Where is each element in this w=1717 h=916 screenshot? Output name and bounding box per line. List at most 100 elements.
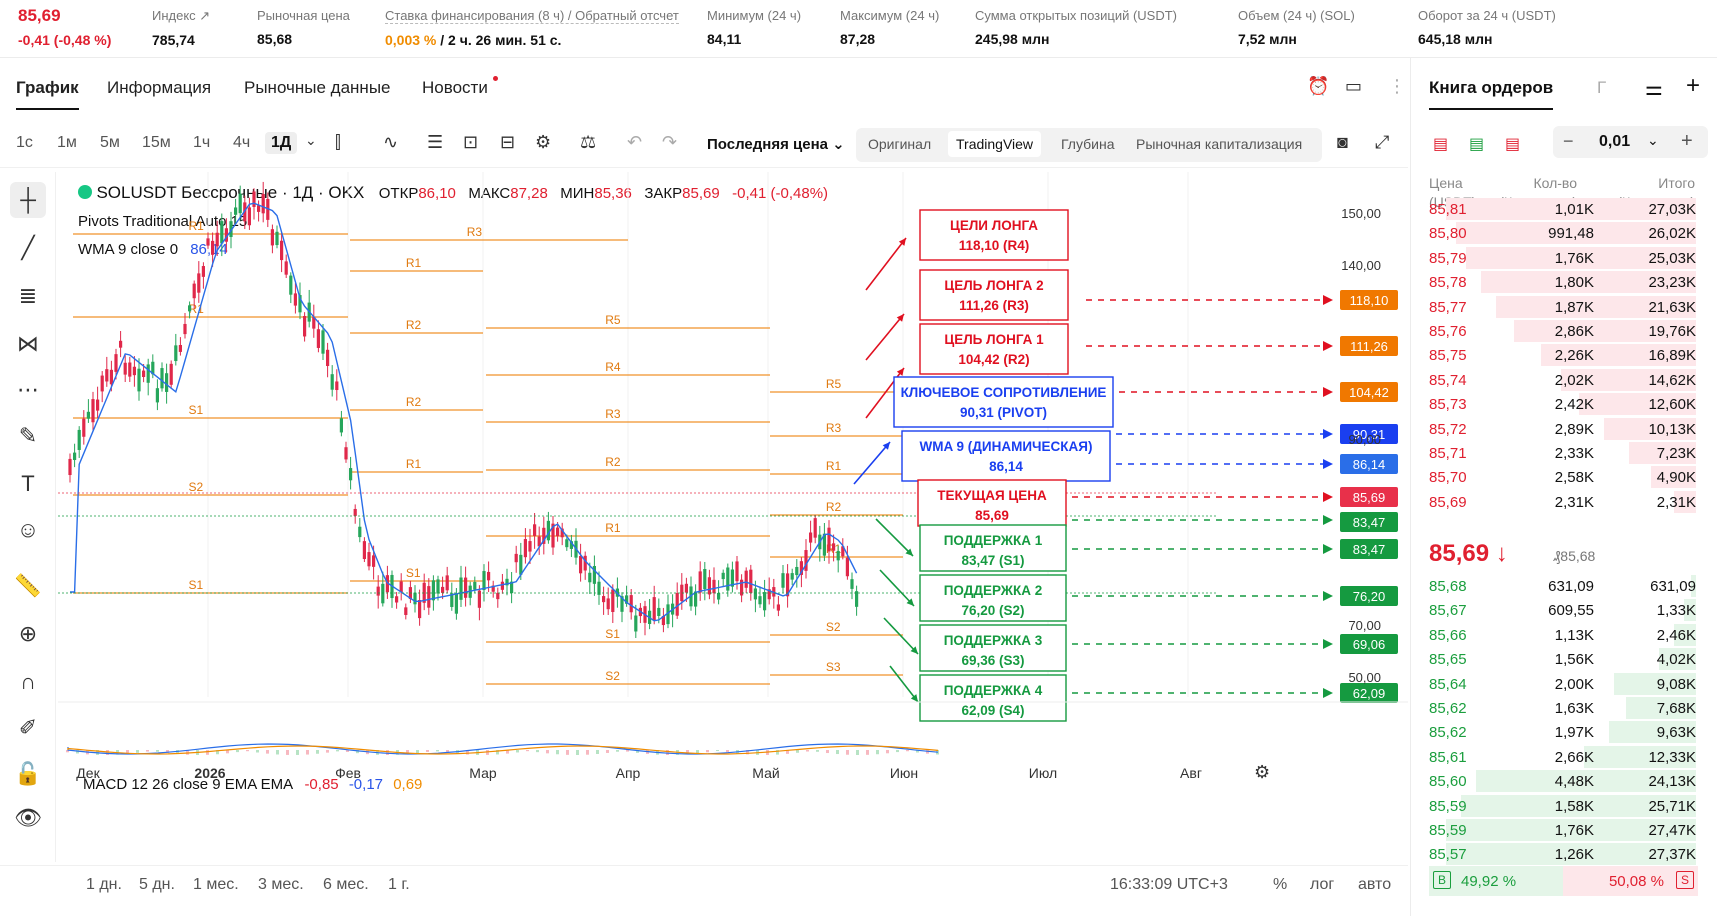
range-5d[interactable]: 5 дн. <box>139 876 175 893</box>
magnet-icon[interactable]: ∩ <box>20 669 36 694</box>
redo-icon[interactable]: ↷ <box>662 132 678 152</box>
percent-toggle[interactable]: % <box>1273 876 1288 893</box>
view-both-icon[interactable]: ▤ <box>1433 136 1449 153</box>
undo-icon[interactable]: ↶ <box>627 132 643 152</box>
pattern-icon[interactable]: ⋈ <box>17 331 39 356</box>
bid-row[interactable]: 85,59 1,58K 25,71K <box>1411 794 1696 818</box>
fullscreen-icon[interactable]: ⤢ <box>1375 132 1390 152</box>
drag-handle-icon[interactable]: ⋮ <box>1388 76 1406 96</box>
horizontal-lines-icon[interactable]: ≣ <box>18 283 38 308</box>
view-bids-icon[interactable]: ▤ <box>1469 136 1485 153</box>
eye-icon[interactable]: 👁 <box>14 805 42 830</box>
ask-row[interactable]: 85,77 1,87K 21,63K <box>1411 295 1696 319</box>
range-1d[interactable]: 1 дн. <box>86 876 122 893</box>
tab-news[interactable]: Новости <box>422 78 488 97</box>
bid-row[interactable]: 85,67 609,55 1,33K <box>1411 598 1696 622</box>
tab-info[interactable]: Информация <box>107 78 212 97</box>
macd-legend[interactable]: MACD 12 26 close 9 EMA EMA -0,85 -0,17 0… <box>83 776 423 793</box>
range-1m[interactable]: 1 мес. <box>193 876 239 893</box>
stat-funding-rate[interactable]: Ставка финансирования (8 ч) / Обратный о… <box>385 8 679 48</box>
settings-icon[interactable]: ⚙ <box>535 132 552 152</box>
replay-icon[interactable]: ⊟ <box>500 132 516 152</box>
brush-icon[interactable]: ✎ <box>18 423 38 448</box>
bid-row[interactable]: 85,66 1,13K 2,46K <box>1411 623 1696 647</box>
zoom-icon[interactable]: ⊕ <box>18 621 38 646</box>
bid-row[interactable]: 85,60 4,48K 24,13K <box>1411 769 1696 793</box>
bid-row[interactable]: 85,65 1,56K 4,02K <box>1411 647 1696 671</box>
ask-row[interactable]: 85,81 1,01K 27,03K <box>1411 197 1696 221</box>
orderbook-title[interactable]: Книга ордеров <box>1429 78 1554 110</box>
mode-market-cap[interactable]: Рыночная капитализация <box>1136 136 1303 152</box>
tf-1m[interactable]: 1м <box>57 134 77 151</box>
range-3m[interactable]: 3 мес. <box>258 876 304 893</box>
ask-row[interactable]: 85,73 2,42K 12,60K <box>1411 392 1696 416</box>
tab-market-data[interactable]: Рыночные данные <box>244 78 391 97</box>
camera-icon[interactable]: ◙ <box>1337 132 1348 152</box>
mode-depth[interactable]: Глубина <box>1061 136 1115 152</box>
tick-size-stepper[interactable]: − 0,01 ⌄ + <box>1553 126 1708 158</box>
plus-icon[interactable]: + <box>1686 72 1701 99</box>
sliders-icon[interactable]: ⚌ <box>1645 78 1663 100</box>
external-link-icon[interactable]: ↗ <box>199 8 211 23</box>
ask-row[interactable]: 85,78 1,80K 23,23K <box>1411 270 1696 294</box>
text-icon[interactable]: T <box>21 471 35 496</box>
balance-icon[interactable]: ⚖ <box>580 132 597 152</box>
ask-row[interactable]: 85,80 991,48 26,02K <box>1411 221 1696 245</box>
bid-row[interactable]: 85,62 1,63K 7,68K <box>1411 696 1696 720</box>
tab-chart[interactable]: График <box>16 78 79 110</box>
bid-row[interactable]: 85,61 2,66K 12,33K <box>1411 745 1696 769</box>
ask-row[interactable]: 85,74 2,02K 14,62K <box>1411 368 1696 392</box>
auto-toggle[interactable]: авто <box>1358 876 1392 893</box>
row-qty: 991,48 <box>1548 225 1594 243</box>
emoji-icon[interactable]: ☺ <box>16 517 40 542</box>
chevron-down-icon[interactable]: ⌄ <box>1647 132 1659 148</box>
tf-1h[interactable]: 1ч <box>193 134 211 151</box>
bid-row[interactable]: 85,59 1,76K 27,47K <box>1411 818 1696 842</box>
minus-icon[interactable]: − <box>1563 131 1574 151</box>
mode-tradingview[interactable]: TradingView <box>948 131 1042 157</box>
ask-row[interactable]: 85,70 2,58K 4,90K <box>1411 465 1696 489</box>
ask-row[interactable]: 85,75 2,26K 16,89K <box>1411 343 1696 367</box>
lock-drawing-icon[interactable]: ✐ <box>18 715 38 740</box>
ask-row[interactable]: 85,76 2,86K 19,76K <box>1411 319 1696 343</box>
layout-icon[interactable]: ☰ <box>427 132 444 152</box>
candle-type-icon[interactable]: ⫿ <box>335 132 341 152</box>
price-type-select[interactable]: Последняя цена ⌄ <box>707 136 845 153</box>
tf-4h[interactable]: 4ч <box>233 134 251 151</box>
pivots-legend[interactable]: Pivots Traditional Auto 15 <box>78 213 248 230</box>
indicators-icon[interactable]: ∿ <box>383 132 399 152</box>
tf-1d[interactable]: 1Д <box>265 132 298 154</box>
bid-row[interactable]: 85,64 2,00K 9,08K <box>1411 672 1696 696</box>
ask-row[interactable]: 85,72 2,89K 10,13K <box>1411 417 1696 441</box>
pivot-label: R3 <box>826 421 842 435</box>
plus-icon[interactable]: + <box>1681 130 1693 152</box>
price-chart[interactable]: R1 R1 S1 S2 S1 R3 R1 R2 R2 R1 S1 R5 R4 R3 R2 R1 S1 S2 R5 R3… <box>58 172 1408 862</box>
more-tab-icon[interactable]: Г <box>1597 78 1607 97</box>
tf-1s[interactable]: 1с <box>16 134 33 151</box>
bid-row[interactable]: 85,68 631,09 631,09 <box>1411 574 1696 598</box>
trendline-icon[interactable]: ╱ <box>21 235 35 260</box>
fib-icon[interactable]: ⋯ <box>17 377 39 402</box>
ruler-icon[interactable]: 📏 <box>14 573 42 598</box>
ask-row[interactable]: 85,79 1,76K 25,03K <box>1411 246 1696 270</box>
alert-icon[interactable]: ⏰ <box>1307 76 1330 96</box>
chart-settings-icon[interactable]: ⚙ <box>1254 762 1270 782</box>
crosshair-icon[interactable]: ┼ <box>10 182 46 218</box>
chevron-down-icon[interactable]: ⌄ <box>305 132 317 148</box>
view-asks-icon[interactable]: ▤ <box>1505 136 1521 153</box>
ask-row[interactable]: 85,69 2,31K 2,31K <box>1411 490 1696 514</box>
tf-15m[interactable]: 15м <box>142 134 171 151</box>
range-1y[interactable]: 1 г. <box>388 876 410 893</box>
tf-5m[interactable]: 5м <box>100 134 120 151</box>
row-total: 27,03K <box>1648 201 1696 218</box>
lock-icon[interactable]: 🔓 <box>14 761 42 786</box>
clock-time[interactable]: 16:33:09 UTC+3 <box>1110 876 1228 893</box>
template-icon[interactable]: ⊡ <box>463 132 479 152</box>
range-6m[interactable]: 6 мес. <box>323 876 369 893</box>
mode-original[interactable]: Оригинал <box>868 136 932 152</box>
log-toggle[interactable]: лог <box>1310 876 1335 893</box>
bid-row[interactable]: 85,62 1,97K 9,63K <box>1411 720 1696 744</box>
window-icon[interactable]: ▭ <box>1345 76 1363 96</box>
bid-row[interactable]: 85,57 1,26K 27,37K <box>1411 842 1696 866</box>
ask-row[interactable]: 85,71 2,33K 7,23K <box>1411 441 1696 465</box>
